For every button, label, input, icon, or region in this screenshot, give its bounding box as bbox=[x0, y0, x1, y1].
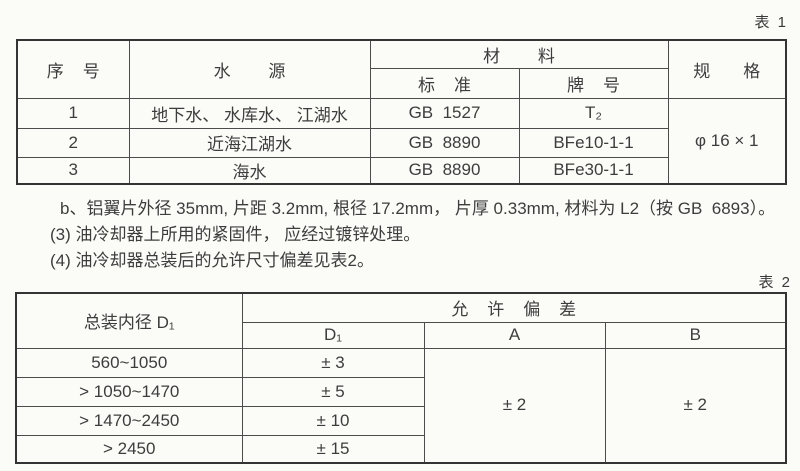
cell-water-source: 海水 bbox=[128, 156, 371, 185]
material-table: 序 号 水 源 材 料 规 格 标 准 牌 号 1 地下水、 水库水、 江湖水 … bbox=[16, 39, 788, 185]
cell-d1-tolerance: ± 3 bbox=[241, 347, 425, 378]
table-row: > 2450 ± 15 bbox=[15, 434, 786, 464]
cell-diameter-range: > 1470~2450 bbox=[15, 405, 243, 436]
table-row: 560~1050 ± 3 ± 2 ± 2 bbox=[15, 347, 787, 464]
cell-a-tolerance: ± 2 bbox=[423, 347, 606, 464]
table-row: 2 近海江湖水 GB 8890 BFe10-1-1 bbox=[16, 127, 786, 158]
note-b: b、铝翼片外径 35mm, 片距 3.2mm, 根径 17.2mm， 片厚 0.… bbox=[60, 199, 776, 218]
cell-diameter-range: > 1050~1470 bbox=[15, 376, 243, 407]
table1-header-row-1: 序 号 水 源 材 料 规 格 bbox=[16, 39, 787, 99]
cell-diameter-range: > 2450 bbox=[15, 434, 243, 464]
cell-water-source: 地下水、 水库水、 江湖水 bbox=[128, 97, 371, 129]
table2-caption: 表 2 bbox=[758, 274, 792, 291]
header-b: B bbox=[604, 321, 787, 349]
cell-grade: T₂ bbox=[518, 97, 669, 129]
header-grade: 牌 号 bbox=[518, 67, 669, 99]
cell-standard: GB 1527 bbox=[369, 97, 520, 129]
cell-d1-tolerance: ± 15 bbox=[241, 434, 425, 464]
cell-d1-tolerance: ± 10 bbox=[241, 405, 425, 436]
header-assembly-diameter: 总装内径 D₁ bbox=[15, 292, 243, 349]
table1-caption: 表 1 bbox=[754, 14, 788, 31]
table2-header-row-1: 总装内径 D₁ 允 许 偏 差 bbox=[15, 292, 787, 349]
cell-spec-value: φ 16 × 1 bbox=[667, 97, 787, 185]
cell-standard: GB 8890 bbox=[369, 156, 520, 185]
deviation-table: 总装内径 D₁ 允 许 偏 差 D₁ A B 560~1050 ± 3 ± 2 … bbox=[15, 292, 787, 464]
header-d1: D₁ bbox=[241, 321, 425, 349]
header-material: 材 料 bbox=[369, 39, 669, 69]
header-allowed-deviation: 允 许 偏 差 bbox=[241, 292, 787, 323]
cell-serial: 2 bbox=[16, 127, 130, 158]
cell-water-source: 近海江湖水 bbox=[128, 127, 371, 158]
cell-d1-tolerance: ± 5 bbox=[241, 376, 425, 407]
table-row: 3 海水 GB 8890 BFe30-1-1 bbox=[16, 156, 786, 185]
note-3: (3) 油冷却器上所用的紧固件， 应经过镀锌处理。 bbox=[50, 225, 421, 244]
table1-header-row-2: 标 准 牌 号 bbox=[17, 67, 786, 99]
cell-grade: BFe10-1-1 bbox=[518, 127, 669, 158]
header-water-source: 水 源 bbox=[128, 39, 371, 99]
header-standard: 标 准 bbox=[369, 67, 520, 99]
header-serial-number: 序 号 bbox=[16, 39, 130, 99]
notes-block: b、铝翼片外径 35mm, 片距 3.2mm, 根径 17.2mm， 片厚 0.… bbox=[50, 196, 790, 274]
table-row: > 1470~2450 ± 10 bbox=[15, 405, 786, 436]
header-a: A bbox=[423, 321, 606, 349]
note-4: (4) 油冷却器总装后的允许尺寸偏差见表2。 bbox=[50, 251, 374, 270]
cell-b-tolerance: ± 2 bbox=[604, 347, 787, 464]
table-row: > 1050~1470 ± 5 bbox=[15, 376, 786, 407]
header-specification: 规 格 bbox=[667, 39, 787, 99]
table-row: 1 地下水、 水库水、 江湖水 GB 1527 T₂ φ 16 × 1 bbox=[16, 97, 787, 185]
cell-standard: GB 8890 bbox=[369, 127, 520, 158]
table2-header-row-2: D₁ A B bbox=[16, 321, 787, 349]
cell-serial: 1 bbox=[16, 97, 130, 129]
cell-serial: 3 bbox=[16, 156, 130, 185]
cell-diameter-range: 560~1050 bbox=[15, 347, 243, 378]
cell-grade: BFe30-1-1 bbox=[518, 156, 669, 185]
